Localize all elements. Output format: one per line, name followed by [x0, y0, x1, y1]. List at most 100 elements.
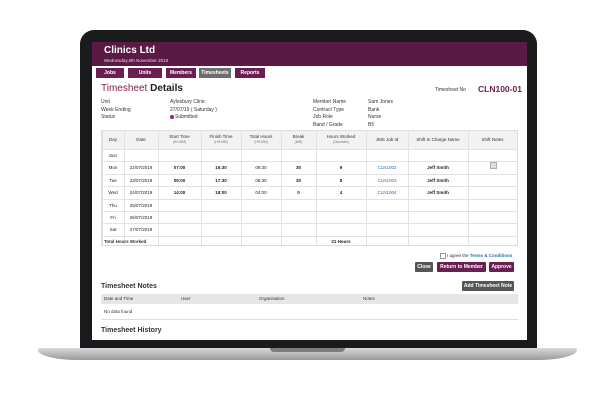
title-part: Timesheet: [101, 83, 148, 94]
col-divider: [408, 131, 409, 245]
table-cell: 8: [339, 177, 343, 183]
table-cell: 14:00: [173, 190, 186, 196]
divider: [101, 319, 518, 320]
history-title: Timesheet History: [101, 327, 162, 334]
table-cell: Sat: [109, 227, 117, 233]
row-divider: [102, 173, 517, 175]
table-cell: 30: [295, 165, 301, 171]
notes-col: Notes: [363, 296, 375, 301]
table-cell: Wed: [108, 190, 118, 196]
column-header: (HH:MM): [254, 140, 268, 144]
info-value: B5: [368, 122, 374, 128]
row-divider: [102, 161, 517, 162]
row-divider: [102, 211, 517, 212]
info-value: 27/07/19 ( Saturday ): [170, 107, 217, 113]
notes-col: Organisation: [259, 296, 285, 301]
info-label: Status: [101, 114, 116, 121]
table-cell: 24/07/2019: [129, 190, 153, 196]
col-divider: [281, 131, 282, 245]
notes-empty: No data found: [104, 309, 133, 314]
column-header: Shift Notes: [481, 137, 504, 142]
table-cell: Fri: [110, 215, 116, 220]
table-cell: 30: [295, 177, 301, 183]
col-divider: [366, 131, 367, 245]
info-label: Contract Type: [313, 106, 345, 113]
column-header: (HH:MM): [172, 140, 187, 144]
approve-button[interactable]: Approve: [489, 262, 514, 272]
info-value: Sam Jones: [368, 99, 393, 105]
column-header: Shift In Charge Name: [416, 137, 460, 142]
column-header: Day: [108, 137, 117, 142]
return-button[interactable]: Return to Member: [437, 262, 486, 272]
title-part: Details: [150, 83, 183, 94]
info-text: Sam Jones: [368, 99, 394, 105]
row-divider: [102, 186, 517, 187]
info-value: Aylesbury Clinic: [170, 99, 205, 105]
table-cell: 08:30: [255, 177, 267, 183]
column-header: (HH:MM): [214, 140, 228, 144]
col-divider: [201, 131, 202, 245]
table-cell: 27/07/2019: [129, 227, 153, 233]
status-dot: [170, 115, 174, 120]
row-divider: [102, 149, 517, 150]
info-text: Bank: [368, 106, 380, 113]
row-divider: [102, 235, 517, 237]
table-cell: Tue: [109, 177, 117, 183]
notes-header: [101, 294, 518, 304]
table-header-bg: [102, 131, 517, 149]
table-cell: 9: [339, 165, 343, 171]
terms-link[interactable]: Terms & Conditions: [469, 253, 513, 258]
table-cell: 25/07/2019: [129, 202, 153, 208]
company-name: Clinics Ltd: [104, 45, 156, 56]
agree-label: I agree the: [447, 253, 469, 258]
timesheet-no: CLN100-01: [478, 84, 522, 94]
column-header: Hours Worked: [326, 134, 356, 139]
note-icon[interactable]: [490, 162, 497, 169]
checkbox[interactable]: [440, 253, 446, 259]
col-divider: [124, 131, 125, 245]
timesheet-no-label: Timesheet No: [435, 87, 466, 93]
page-title: Timesheet Details: [101, 83, 183, 94]
nav-tab[interactable]: Members: [166, 68, 196, 78]
info-value: Submitted: [170, 114, 198, 120]
info-label: Unit: [101, 99, 110, 105]
header-date: Wednesday,6th November 2019: [104, 58, 169, 63]
info-label: Job Role: [313, 114, 333, 121]
info-text: Submitted: [175, 114, 198, 121]
close-button[interactable]: Close: [415, 262, 433, 272]
column-header: (Decimals): [333, 140, 349, 144]
nav-tab[interactable]: Units: [128, 68, 162, 78]
nav-tab[interactable]: Jobs: [96, 68, 124, 78]
info-label: Member Name: [313, 99, 347, 105]
col-divider: [468, 131, 469, 245]
info-text: 27/07/19 ( Saturday ): [170, 106, 217, 113]
screen: Clinics Ltd Wednesday,6th November 2019 …: [92, 42, 527, 340]
col-divider: [102, 131, 103, 245]
column-header: (MM): [294, 140, 303, 144]
info-value: Bank: [368, 107, 379, 113]
table-cell: 4: [339, 190, 343, 196]
nav-tab-active[interactable]: Timesheets: [199, 68, 231, 78]
table-cell: 04:00: [255, 190, 267, 196]
table-cell: 18:00: [215, 190, 227, 196]
column-header: Total Hours: [249, 134, 273, 139]
info-text: B5: [368, 122, 375, 129]
info-text: Nurse: [368, 114, 382, 121]
laptop-base: [38, 348, 577, 360]
add-note-button[interactable]: Add Timesheet Note: [462, 281, 514, 291]
nav-tab[interactable]: Reports: [235, 68, 265, 78]
column-header: Finish Time: [209, 134, 233, 139]
row-divider: [102, 223, 517, 224]
table-cell: Jeff Smith: [427, 190, 449, 196]
table-cell: CLN1002: [377, 165, 397, 171]
table-cell: Thu: [109, 202, 117, 208]
table-cell: 0: [297, 190, 300, 196]
info-label: Band / Grade: [313, 122, 343, 129]
laptop-notch: [270, 348, 345, 352]
col-divider: [241, 131, 242, 245]
total-label: Total Hours Worked: [104, 238, 147, 244]
table-cell: 17:30: [215, 177, 227, 183]
column-header: Break: [292, 134, 305, 139]
table-cell: 23/07/2019: [129, 177, 153, 183]
table-cell: Sun: [108, 153, 117, 158]
